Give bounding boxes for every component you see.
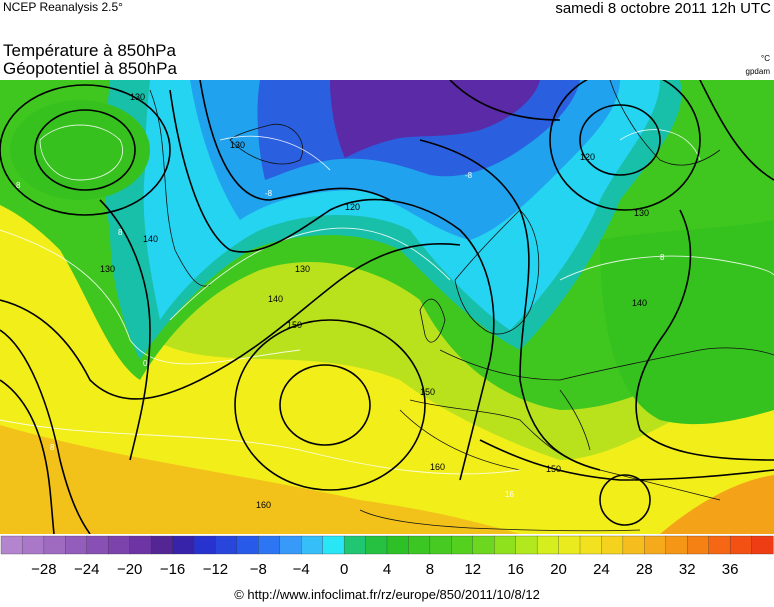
color-scale-cell xyxy=(515,535,538,555)
isotherm-label: 8 xyxy=(660,253,665,262)
contour-label: 150 xyxy=(546,464,561,474)
color-scale-tick-label: −12 xyxy=(203,561,228,578)
isotherm-label: 16 xyxy=(505,490,514,499)
contour-label: 130 xyxy=(130,92,145,102)
color-scale-cell xyxy=(215,535,238,555)
color-scale-cell xyxy=(601,535,624,555)
color-scale-cell xyxy=(708,535,731,555)
color-scale-cell xyxy=(408,535,431,555)
color-scale-cell xyxy=(429,535,452,555)
color-scale-cell xyxy=(729,535,753,555)
temp-field-east-green xyxy=(600,220,774,425)
color-scale: −28 −24 −20 −16 −12 −8 −4 0 4 8 12 16 20 24 28 32 36 xyxy=(0,535,774,578)
color-scale-cell xyxy=(644,535,667,555)
color-scale-ticks: −28 −24 −20 −16 −12 −8 −4 0 4 8 12 16 20 24 28 32 36 xyxy=(31,561,738,578)
color-scale-tick-label: −4 xyxy=(293,561,310,578)
unit-geopotential: gpdam xyxy=(745,67,770,76)
color-scale-tick-label: 28 xyxy=(636,561,653,578)
color-scale-tick-label: −16 xyxy=(160,561,185,578)
color-scale-cell xyxy=(472,535,495,555)
color-scale-tick-label: −24 xyxy=(74,561,99,578)
temp-field-orange-east xyxy=(660,475,774,534)
contour-label: 140 xyxy=(143,234,158,244)
color-scale-cell xyxy=(665,535,688,555)
color-scale-cell xyxy=(536,535,560,555)
geopotential-contours xyxy=(0,80,774,534)
contour-label: 150 xyxy=(420,387,435,397)
color-scale-tick-label: 16 xyxy=(507,561,524,578)
isotherm-label: 8 xyxy=(50,443,55,452)
color-scale-cell xyxy=(108,535,131,555)
temp-field-purple xyxy=(330,80,540,158)
color-scale-cell xyxy=(343,535,367,555)
color-scale-cell xyxy=(622,535,645,555)
color-scale-cell xyxy=(172,535,195,555)
contour-label: 130 xyxy=(230,140,245,150)
contour-label: 160 xyxy=(256,500,271,510)
color-scale-tick-label: 0 xyxy=(340,561,348,578)
contour-label: 120 xyxy=(345,202,360,212)
color-scale-tick-label: 12 xyxy=(464,561,481,578)
title-temperature: Température à 850hPa xyxy=(3,41,176,60)
color-scale-cell xyxy=(0,535,23,555)
isotherm-label: 8 xyxy=(16,181,21,190)
contour-label: 130 xyxy=(295,264,310,274)
contour-label: 140 xyxy=(268,294,283,304)
color-scale-cell xyxy=(451,535,474,555)
color-scale-cell xyxy=(386,535,409,555)
temp-field-atlantic-green xyxy=(10,100,150,200)
source-label: NCEP Reanalysis 2.5° xyxy=(3,0,123,14)
contour-label: 160 xyxy=(430,462,445,472)
unit-temperature: °C xyxy=(761,54,770,63)
color-scale-tick-label: 8 xyxy=(426,561,434,578)
isotherm-label: 8 xyxy=(118,228,123,237)
color-scale-tick-label: 36 xyxy=(722,561,739,578)
color-scale-tick-label: 24 xyxy=(593,561,610,578)
isotherm-label: 0 xyxy=(143,359,148,368)
color-scale-cell xyxy=(279,535,302,555)
weather-map: 130 130 120 130 140 150 140 130 120 130 … xyxy=(0,80,774,534)
color-scale-tick-label: 32 xyxy=(679,561,696,578)
color-scale-cell xyxy=(150,535,174,555)
color-scale-cell xyxy=(193,535,216,555)
date-label: samedi 8 octobre 2011 12h UTC xyxy=(555,0,771,17)
color-scale-tick-label: 4 xyxy=(383,561,391,578)
color-scale-cell xyxy=(365,535,388,555)
color-scale-cells xyxy=(0,535,774,555)
color-scale-cell xyxy=(687,535,710,555)
contour-label: 130 xyxy=(634,208,649,218)
title-geopotential: Géopotentiel à 850hPa xyxy=(3,59,177,78)
color-scale-cell xyxy=(558,535,581,555)
color-scale-cell xyxy=(301,535,324,555)
color-scale-cell xyxy=(579,535,602,555)
isotherm-label: -8 xyxy=(265,189,273,198)
color-scale-cell xyxy=(236,535,259,555)
credit-footer: © http://www.infoclimat.fr/rz/europe/850… xyxy=(234,587,540,602)
isotherms xyxy=(0,124,774,475)
contour-label: 150 xyxy=(287,320,302,330)
contour-label: 130 xyxy=(100,264,115,274)
color-scale-cell xyxy=(22,535,45,555)
color-scale-cell xyxy=(322,535,345,555)
isotherm-label: -8 xyxy=(465,171,473,180)
color-scale-cell xyxy=(494,535,517,555)
color-scale-cell xyxy=(129,535,152,555)
contour-label: 140 xyxy=(632,298,647,308)
color-scale-cell xyxy=(43,535,66,555)
color-scale-cell xyxy=(65,535,88,555)
color-scale-cell xyxy=(86,535,109,555)
color-scale-tick-label: −28 xyxy=(31,561,56,578)
temp-field-orange xyxy=(0,425,520,534)
contour-label: 120 xyxy=(580,152,595,162)
color-scale-tick-label: 20 xyxy=(550,561,567,578)
color-scale-tick-label: −8 xyxy=(250,561,267,578)
color-scale-tick-label: −20 xyxy=(117,561,142,578)
color-scale-cell xyxy=(751,535,774,555)
color-scale-cell xyxy=(258,535,281,555)
